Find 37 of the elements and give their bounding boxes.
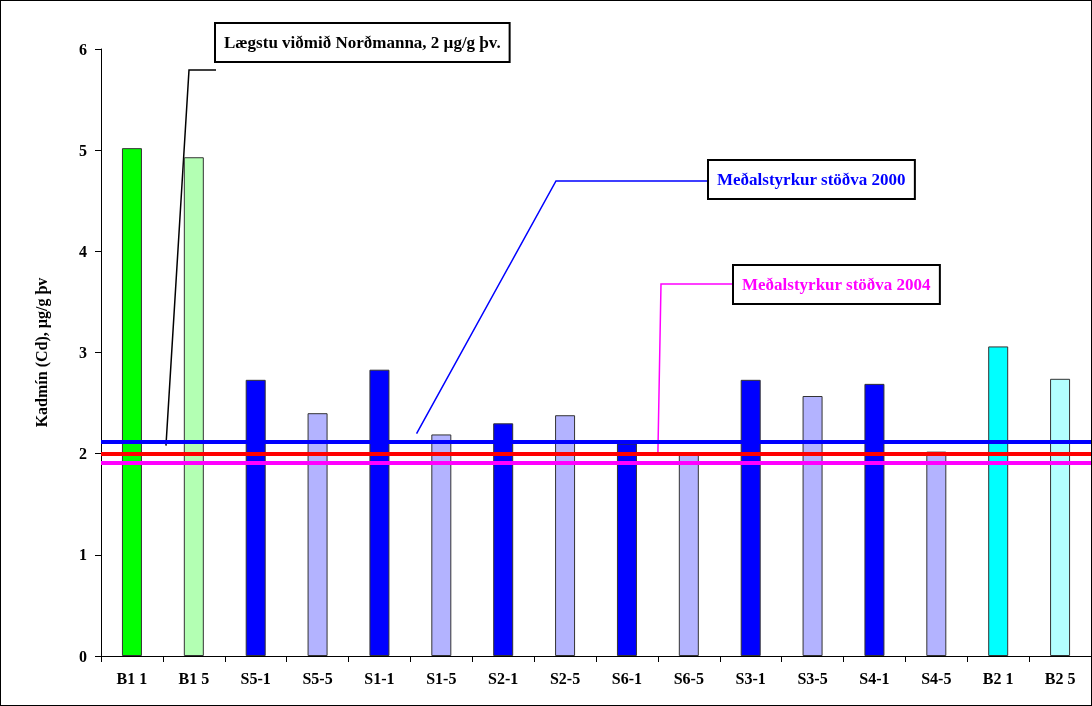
x-tick-label: S5-1 [240,669,271,687]
bar [926,451,947,656]
bar [121,148,142,656]
x-tick-label: B2 5 [1044,669,1076,687]
y-tick-label: 5 [79,141,87,159]
y-tick-label: 2 [79,445,87,463]
x-tick-label: S1-1 [364,669,395,687]
x-tick-label: B1 5 [178,669,210,687]
x-tick-label: B2 1 [982,669,1014,687]
bar [307,413,328,656]
bar [555,415,576,656]
y-axis-title: Kadmín (Cd), µg/g þv [32,277,51,428]
ref-line-label: Lægstu viðmið Norðmanna, 2 µg/g þv. [224,33,501,52]
ref-line-label: Meðalstyrkur stöðva 2000 [717,170,906,189]
bar [678,454,699,656]
bar [431,434,452,656]
bar [1050,378,1071,656]
y-tick-label: 4 [79,242,87,260]
bar [988,346,1009,656]
y-tick-label: 0 [79,647,87,665]
x-tick-label: S2-5 [549,669,581,687]
bar [183,157,204,656]
y-tick-label: 6 [79,40,87,58]
x-tick-label: S1-5 [426,669,457,687]
bar [802,396,823,656]
y-tick-label: 1 [79,546,87,564]
ref-line-label: Meðalstyrkur stöðva 2004 [742,275,932,294]
x-tick-label: S3-5 [797,669,828,687]
x-tick-label: S4-5 [921,669,952,687]
x-tick-label: S4-1 [859,669,890,687]
y-tick-label: 3 [79,344,87,361]
x-tick-label: S3-1 [735,669,766,687]
x-tick-label: B1 1 [116,669,148,687]
x-tick-label: S2-1 [488,669,519,687]
x-tick-label: S5-5 [302,669,333,687]
x-tick-label: S6-1 [611,669,643,687]
x-tick-label: S6-5 [673,669,704,687]
